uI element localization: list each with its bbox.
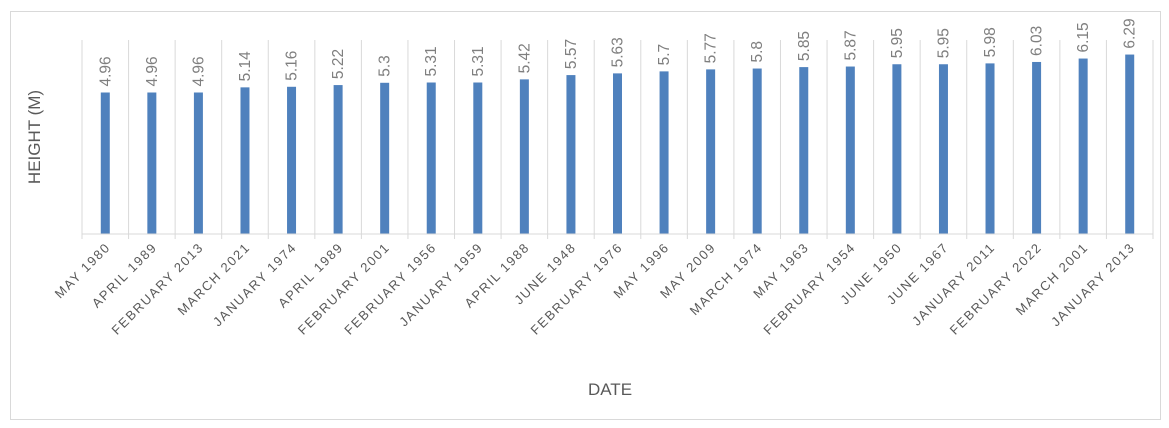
x-tick-label: JANUARY 1974 xyxy=(210,240,300,330)
bar xyxy=(333,85,343,234)
bar xyxy=(426,82,436,235)
bar xyxy=(845,66,855,235)
bar xyxy=(938,64,948,234)
bar xyxy=(985,63,995,234)
data-label: 6.03 xyxy=(1029,26,1046,56)
bar xyxy=(519,79,529,234)
bars xyxy=(100,54,1135,235)
x-axis-title: DATE xyxy=(588,380,632,399)
bar xyxy=(613,73,622,234)
x-tick-label: FEBRUARY 1976 xyxy=(528,240,626,338)
data-label: 5.42 xyxy=(516,43,533,73)
data-label: 5.31 xyxy=(470,46,487,76)
x-tick-label: FEBRUARY 1954 xyxy=(760,240,858,338)
data-labels: 4.96 4.96 4.96 5.14 5.16 5.22 5.3 5.31 5.31 5.42 5… xyxy=(97,18,1138,86)
data-label: 5.98 xyxy=(982,27,999,57)
bar xyxy=(473,82,483,235)
bar xyxy=(752,68,762,234)
data-label: 6.29 xyxy=(1122,18,1139,48)
bar xyxy=(1032,61,1042,234)
data-label: 5.57 xyxy=(563,39,580,69)
x-tick-label: JANUARY 2013 xyxy=(1048,240,1138,330)
data-label: 5.14 xyxy=(237,51,254,82)
bar xyxy=(287,86,297,234)
bar xyxy=(193,92,203,235)
data-label: 5.85 xyxy=(796,31,813,61)
bar xyxy=(1125,54,1135,234)
bar xyxy=(659,71,669,234)
bar xyxy=(566,75,576,234)
data-label: 5.3 xyxy=(377,55,394,77)
bar xyxy=(147,92,157,235)
data-label: 5.16 xyxy=(284,51,301,81)
x-tick-label: FEBRUARY 2022 xyxy=(947,240,1045,338)
bar xyxy=(380,82,390,234)
data-label: 5.77 xyxy=(703,33,720,63)
gridlines xyxy=(81,40,1154,239)
x-tick-label: FEBRUARY 1956 xyxy=(341,240,439,338)
x-tick-label: FEBRUARY 2013 xyxy=(108,240,206,338)
data-label: 5.7 xyxy=(656,44,673,66)
y-axis-title: HEIGHT (M) xyxy=(25,90,44,184)
bar xyxy=(100,92,110,235)
bar xyxy=(892,64,902,234)
x-tick-label: JANUARY 1959 xyxy=(396,240,486,330)
data-label: 5.8 xyxy=(749,41,766,63)
data-label: 4.96 xyxy=(97,56,114,86)
data-label: 5.22 xyxy=(330,49,347,79)
bar xyxy=(1078,58,1088,235)
data-label: 6.15 xyxy=(1075,22,1092,52)
x-tick-label: FEBRUARY 2001 xyxy=(295,240,393,338)
bar xyxy=(240,87,250,234)
bar xyxy=(706,69,716,235)
data-label: 5.95 xyxy=(935,28,952,58)
data-label: 5.63 xyxy=(610,37,627,67)
x-tick-label: JANUARY 2011 xyxy=(909,240,998,329)
data-label: 5.87 xyxy=(842,30,859,60)
bar xyxy=(799,67,809,235)
data-label: 5.95 xyxy=(889,28,906,58)
data-label: 4.96 xyxy=(144,56,161,86)
data-label: 4.96 xyxy=(190,56,207,86)
data-label: 5.31 xyxy=(423,46,440,76)
